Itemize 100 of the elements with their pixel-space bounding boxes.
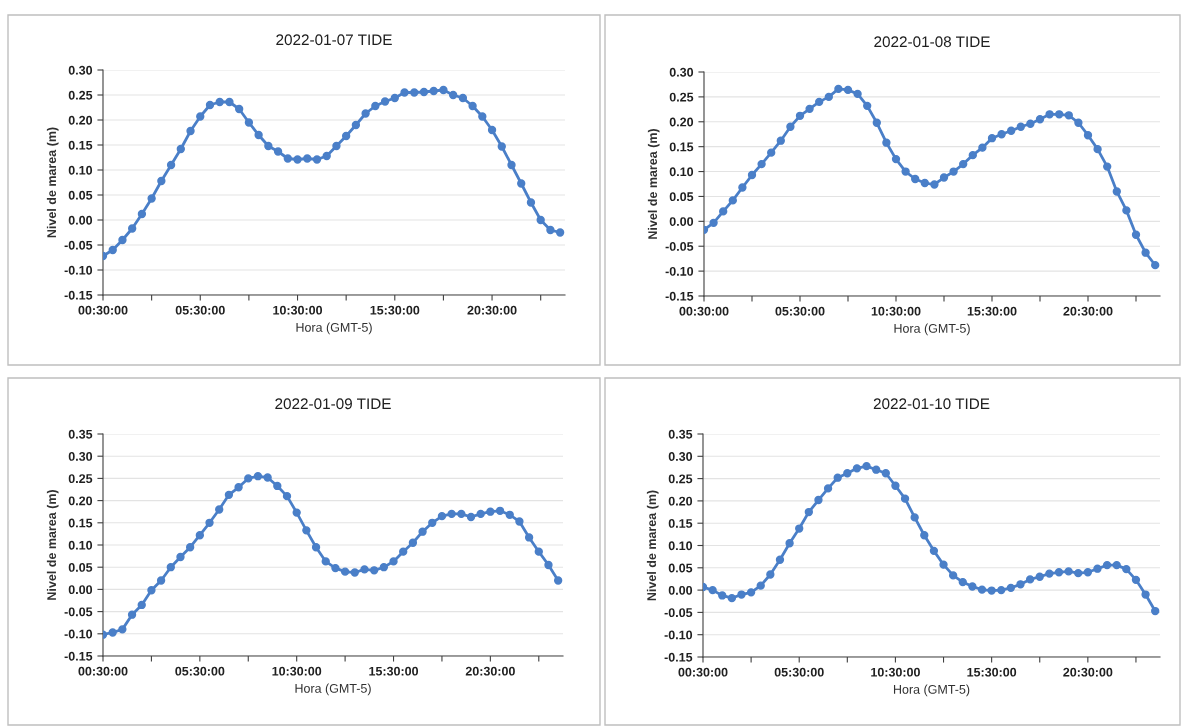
point xyxy=(1055,110,1064,119)
y-tick-label: 0.00 xyxy=(668,585,693,595)
point xyxy=(823,484,833,493)
y-tick-label: 0.20 xyxy=(68,115,93,125)
point xyxy=(795,111,805,120)
point xyxy=(282,491,292,501)
point xyxy=(340,567,350,576)
point xyxy=(920,178,929,188)
point xyxy=(399,547,408,556)
point xyxy=(804,507,813,517)
y-tick-label: 0.05 xyxy=(669,192,694,202)
point xyxy=(843,469,852,478)
x-tick-label: 05:30:00 xyxy=(175,666,225,676)
point xyxy=(785,539,794,548)
y-tick-label: 0.20 xyxy=(68,496,93,506)
point xyxy=(400,88,409,97)
point xyxy=(147,586,156,595)
x-tick-label: 15:30:00 xyxy=(370,305,420,315)
point xyxy=(108,628,117,637)
point xyxy=(351,120,361,130)
point xyxy=(1054,568,1064,577)
point xyxy=(536,215,545,225)
point xyxy=(215,97,224,107)
point xyxy=(901,167,910,176)
point xyxy=(466,512,476,522)
point xyxy=(546,225,555,235)
point xyxy=(495,506,505,515)
point xyxy=(1093,564,1102,573)
x-tick-label: 15:30:00 xyxy=(369,666,419,676)
point xyxy=(978,143,987,152)
point xyxy=(526,198,536,207)
x-tick-label: 00:30:00 xyxy=(78,305,128,315)
point xyxy=(708,585,717,595)
y-tick-label: 0.00 xyxy=(68,215,93,225)
point xyxy=(795,524,804,533)
point xyxy=(987,586,996,595)
point xyxy=(1074,118,1083,127)
point xyxy=(185,543,195,552)
y-tick-label: 0.20 xyxy=(669,117,694,127)
y-tick-label: 0.15 xyxy=(669,142,694,152)
point xyxy=(1122,206,1131,215)
y-tick-label: 0.15 xyxy=(668,519,693,528)
point xyxy=(157,176,166,186)
y-tick-label: 0.30 xyxy=(68,65,93,75)
point xyxy=(1083,568,1093,577)
point xyxy=(939,173,949,182)
point xyxy=(410,88,419,97)
point xyxy=(1074,568,1083,578)
y-tick-label: 0.10 xyxy=(68,540,93,550)
x-tick-label: 10:30:00 xyxy=(871,667,920,677)
point xyxy=(312,155,322,164)
point xyxy=(118,625,127,634)
point xyxy=(176,144,185,154)
point xyxy=(205,100,215,110)
point xyxy=(939,560,948,569)
point xyxy=(862,461,871,471)
point xyxy=(408,538,418,547)
point xyxy=(987,134,997,143)
y-tick-label: 0.05 xyxy=(68,563,93,572)
point xyxy=(767,148,776,157)
point xyxy=(756,581,765,590)
point xyxy=(322,151,331,161)
point xyxy=(244,118,254,127)
chart-title: 2022-01-10 TIDE xyxy=(873,398,990,410)
point xyxy=(341,131,351,141)
point xyxy=(815,97,824,107)
y-tick-label: -0.10 xyxy=(665,266,694,276)
point xyxy=(805,104,814,114)
y-tick-label: -0.05 xyxy=(665,242,694,251)
point xyxy=(920,531,929,540)
y-tick-label: 0.10 xyxy=(68,165,93,175)
point xyxy=(718,591,727,600)
point xyxy=(447,509,456,519)
point xyxy=(253,472,263,481)
x-tick-label: 10:30:00 xyxy=(273,305,323,315)
point xyxy=(1151,260,1160,270)
point xyxy=(709,218,718,227)
x-axis-title: Hora (GMT-5) xyxy=(296,322,372,335)
point xyxy=(166,563,175,572)
point xyxy=(254,130,263,140)
point xyxy=(292,508,301,517)
point xyxy=(371,101,380,111)
y-tick-label: 0.30 xyxy=(668,452,693,461)
point xyxy=(727,593,737,603)
point xyxy=(350,568,359,577)
point xyxy=(881,469,890,478)
x-tick-label: 00:30:00 xyxy=(679,306,729,316)
point xyxy=(127,610,137,619)
point xyxy=(824,92,833,102)
point xyxy=(283,154,292,163)
point xyxy=(900,494,910,503)
point xyxy=(439,85,448,95)
point xyxy=(118,235,127,245)
point xyxy=(1026,119,1035,128)
point xyxy=(1035,572,1044,581)
point xyxy=(302,526,311,535)
point xyxy=(1064,111,1073,120)
y-tick-label: -0.05 xyxy=(64,240,93,250)
point xyxy=(1103,162,1112,171)
point xyxy=(1064,567,1073,576)
